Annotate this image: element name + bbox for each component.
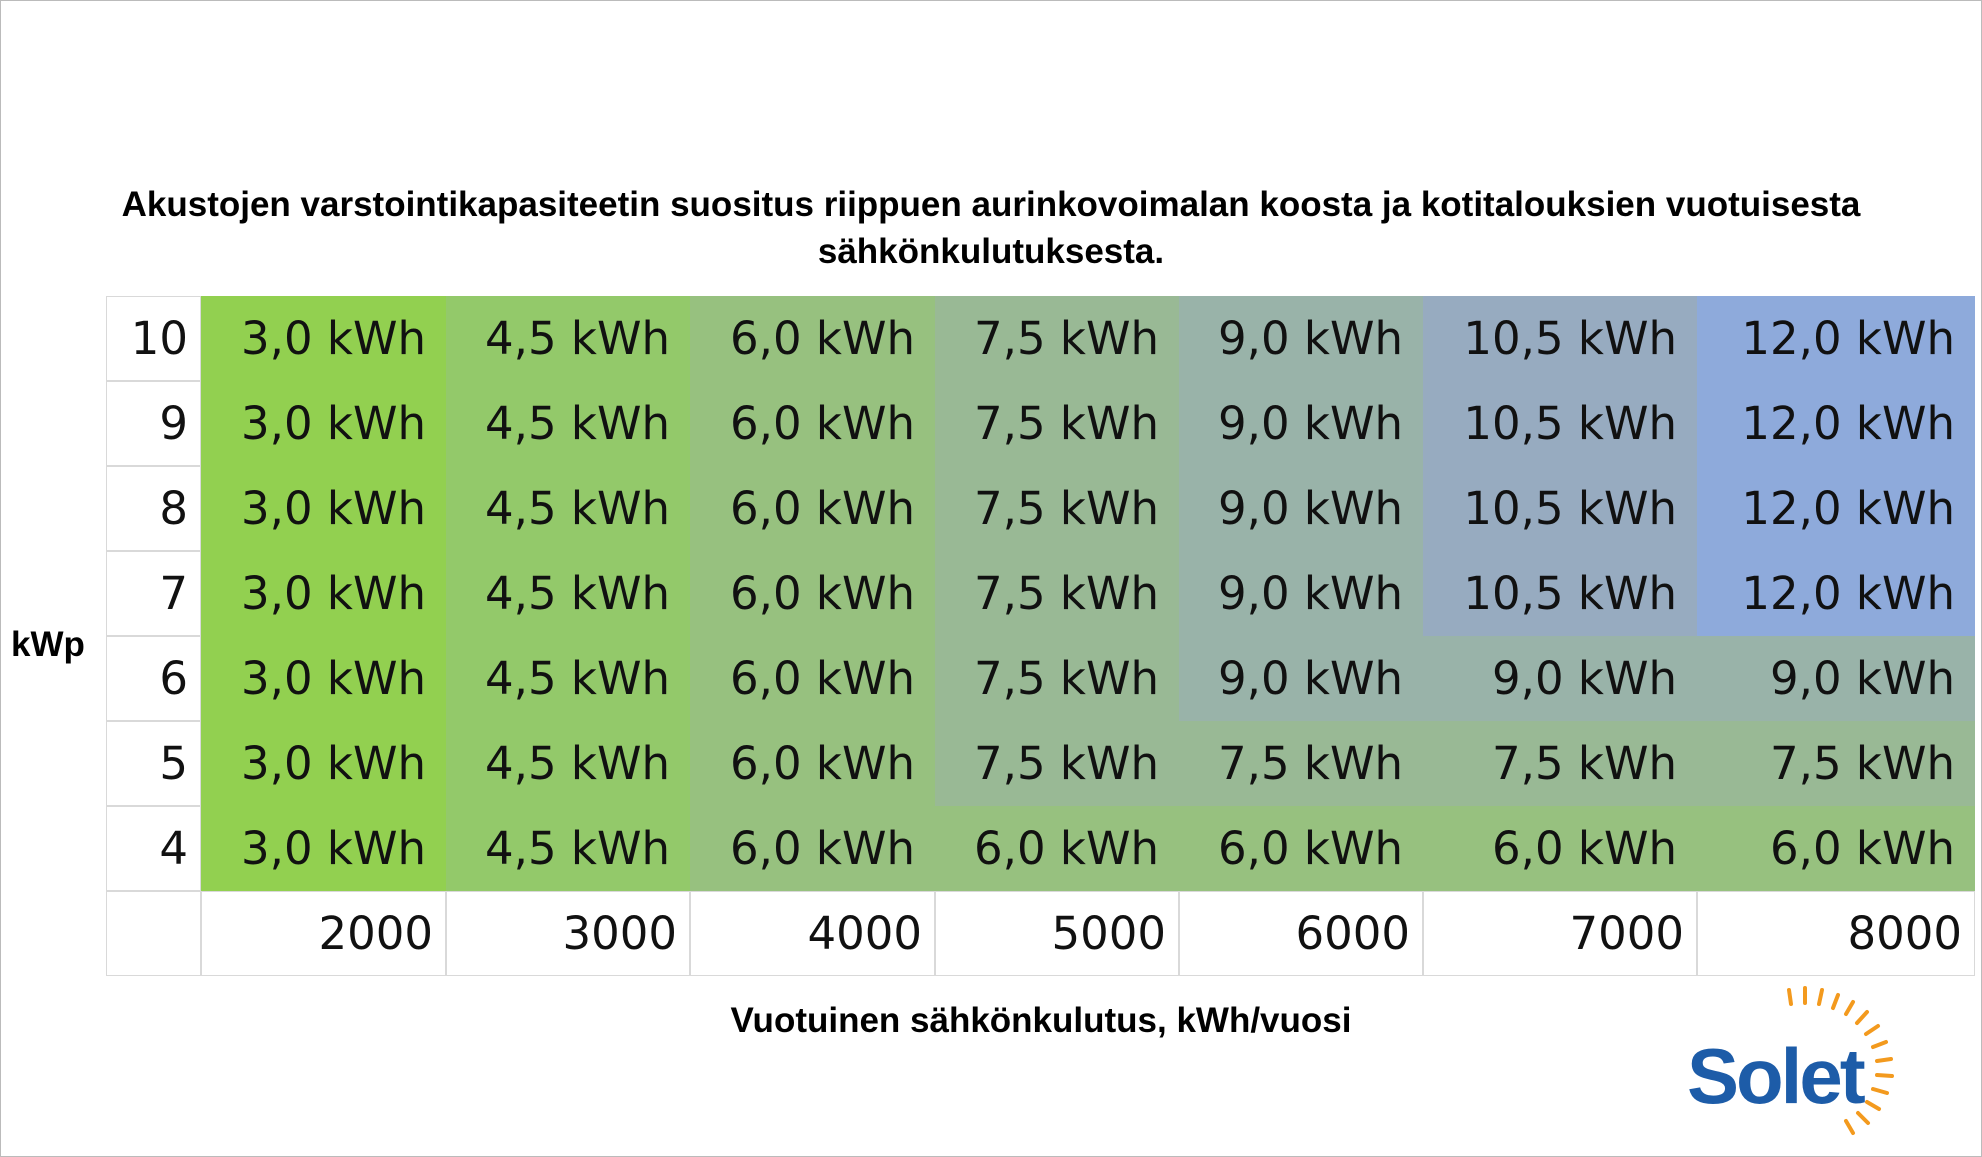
cell: 12,0 kWh [1697,381,1975,466]
cell: 12,0 kWh [1697,466,1975,551]
cell: 9,0 kWh [1179,466,1423,551]
y-axis-label: kWp [11,625,85,664]
cell: 4,5 kWh [446,721,690,806]
cell: 4,5 kWh [446,466,690,551]
cell: 9,0 kWh [1179,381,1423,466]
cell: 7,5 kWh [935,551,1179,636]
row-label: 10 [106,296,201,381]
cell: 10,5 kWh [1423,551,1697,636]
row-label: 7 [106,551,201,636]
cell: 7,5 kWh [1423,721,1697,806]
cell: 10,5 kWh [1423,296,1697,381]
column-label: 2000 [201,891,446,976]
column-label: 3000 [446,891,690,976]
cell: 7,5 kWh [935,721,1179,806]
cell: 6,0 kWh [690,296,935,381]
cell: 7,5 kWh [1697,721,1975,806]
column-label: 5000 [935,891,1179,976]
cell: 10,5 kWh [1423,381,1697,466]
cell: 3,0 kWh [201,381,446,466]
cell: 6,0 kWh [935,806,1179,891]
row-label: 8 [106,466,201,551]
cell: 6,0 kWh [690,381,935,466]
cell: 3,0 kWh [201,466,446,551]
cell: 3,0 kWh [201,806,446,891]
cell: 6,0 kWh [1179,806,1423,891]
cell: 9,0 kWh [1179,551,1423,636]
cell: 10,5 kWh [1423,466,1697,551]
cell: 3,0 kWh [201,721,446,806]
row-label: 5 [106,721,201,806]
row-label: 9 [106,381,201,466]
cell: 6,0 kWh [690,551,935,636]
cell: 6,0 kWh [690,636,935,721]
column-label: 7000 [1423,891,1697,976]
cell: 7,5 kWh [935,296,1179,381]
row-label: 4 [106,806,201,891]
cell: 6,0 kWh [690,806,935,891]
cell: 9,0 kWh [1697,636,1975,721]
logo: Solet [1687,1032,1866,1120]
cell: 6,0 kWh [690,721,935,806]
cell: 7,5 kWh [1179,721,1423,806]
cell: 9,0 kWh [1179,636,1423,721]
cell: 4,5 kWh [446,806,690,891]
x-axis-label: Vuotuinen sähkönkulutus, kWh/vuosi [730,1001,1352,1040]
corner-cell [106,891,201,976]
cell: 4,5 kWh [446,296,690,381]
cell: 7,5 kWh [935,381,1179,466]
cell: 6,0 kWh [690,466,935,551]
cell: 6,0 kWh [1423,806,1697,891]
cell: 3,0 kWh [201,636,446,721]
column-label: 6000 [1179,891,1423,976]
cell: 9,0 kWh [1423,636,1697,721]
cell: 4,5 kWh [446,636,690,721]
cell: 4,5 kWh [446,551,690,636]
cell: 3,0 kWh [201,296,446,381]
logo-sun [1787,986,1894,1135]
column-label: 8000 [1697,891,1975,976]
cell: 6,0 kWh [1697,806,1975,891]
cell: 12,0 kWh [1697,551,1975,636]
cell: 7,5 kWh [935,636,1179,721]
column-label: 4000 [690,891,935,976]
cell: 4,5 kWh [446,381,690,466]
title: Akustojen varstointikapasiteetin suositu… [121,185,1861,271]
cell: 7,5 kWh [935,466,1179,551]
cell: 9,0 kWh [1179,296,1423,381]
row-label: 6 [106,636,201,721]
cell: 12,0 kWh [1697,296,1975,381]
cell: 3,0 kWh [201,551,446,636]
